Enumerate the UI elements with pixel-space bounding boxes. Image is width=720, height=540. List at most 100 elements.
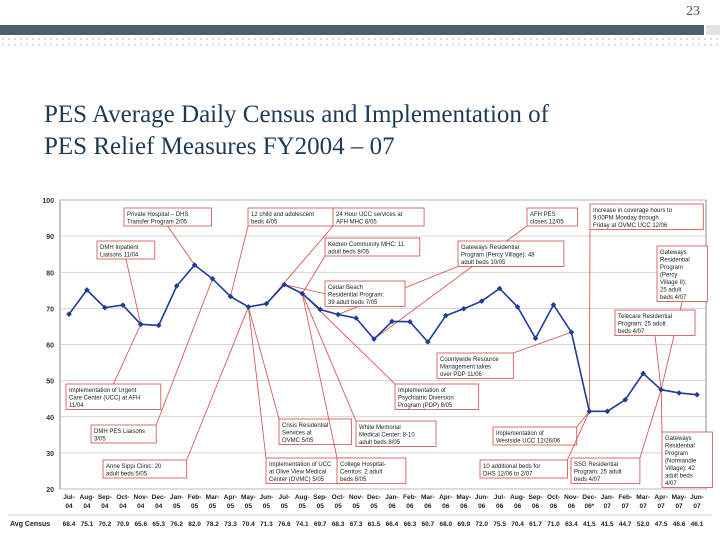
annotation-text: beds 4/07 [660,295,687,301]
annotation-text: Residential [660,258,690,264]
x-tick-label-month: Sep- [528,494,542,501]
data-point [407,318,413,325]
annotation-text: 11/04 [69,403,84,409]
annotation-leader [167,225,195,266]
data-point [658,386,664,393]
data-label: 41.5 [583,521,596,528]
data-label: 82.0 [188,521,201,528]
data-label: 70.9 [117,521,130,528]
data-point [137,321,144,328]
annotation-leader [284,284,326,295]
data-label: 61.5 [368,521,381,528]
y-tick-label: 40 [46,415,54,422]
x-tick-label-year: 05 [281,503,289,510]
annotation-text: at Olive View Medical [269,470,326,476]
y-tick-label: 60 [46,343,54,350]
x-tick-label-year: 07 [604,503,612,510]
y-tick-label: 70 [46,306,54,313]
annotation-text: Services at [282,431,312,437]
x-tick-label-year: 04 [65,503,73,510]
x-tick-label-year: 05 [299,503,307,510]
annotation-text: White Memorial [359,425,401,431]
x-tick-label-month: May- [241,494,256,501]
annotation-box [355,420,437,447]
annotation-text: beds 4/07 [618,329,645,335]
x-tick-label-year: 06 [460,503,468,510]
data-point [514,304,521,310]
x-tick-label-year: 05 [317,503,325,510]
annotation-leader [125,258,142,325]
data-point [604,408,611,415]
x-tick-label-month: Sep- [98,494,112,501]
data-point [425,339,431,345]
header-bar [0,25,704,35]
data-label: 71.3 [260,521,273,528]
annotation-box [265,457,351,484]
annotation-box [90,424,157,444]
data-point [532,335,539,342]
annotation-text: Center (OVMC) 5/05 [269,477,325,483]
x-tick-label-month: Jan- [385,494,398,501]
annotation-text: adult beds 5/05 [106,472,148,478]
annotation-leader [567,411,590,461]
annotation-leader [660,389,663,433]
annotation-text: Westside UCC 12/26/06 [496,439,561,445]
annotation-box [65,383,162,410]
annotation-box [526,207,578,227]
annotation-text: AFH MHC 6/05 [336,220,377,226]
x-tick-label-month: Jun- [690,494,704,501]
annotation-box [570,457,641,484]
x-tick-label-month: Aug- [510,494,525,501]
data-label: 74.1 [296,521,309,528]
data-label: 66.3 [404,521,417,528]
x-tick-label-month: May- [456,494,471,501]
annotation-leader [248,306,267,459]
data-label: 68.4 [63,521,76,528]
x-tick-label-year: 06 [424,503,432,510]
annotation-box [457,240,565,267]
data-label: 69.7 [314,521,327,528]
annotation-leader [248,306,280,420]
data-point [550,301,557,308]
annotation-leader [301,293,338,459]
y-tick-label: 100 [42,198,54,205]
annotation-text: College Hospital- [340,462,386,468]
x-tick-label-year: 05 [245,503,253,510]
annotation-text: 9:00PM Monday through [593,216,659,222]
annotation-text: Program (PDP) 8/05 [398,403,453,409]
annotation-text: Residential Program: [328,293,384,299]
annotation-text: Implementation of UCC [269,462,332,468]
data-point [443,312,449,319]
annotation-text: Program [660,265,683,271]
annotation-text: Implementation of Urgent [69,388,137,394]
annotation-box [336,457,407,484]
annotation-text: Management takes [440,365,491,371]
annotation-text: Increase in coverage hours to [593,208,673,214]
annotation-text: Anne Sippi Clinic: 20 [106,464,162,470]
annotation-leader [301,293,357,422]
annotation-text: adult beds [665,474,693,480]
x-tick-label-month: Oct- [332,494,345,501]
data-point [299,290,306,297]
series-line [68,263,698,413]
annotation-text: Cerritos: 2 adult [340,470,383,476]
x-tick-label-year: 07 [640,503,648,510]
x-tick-label-month: Apr- [224,494,237,501]
x-tick-label-month: Jun- [475,494,489,501]
x-tick-label-month: Mar- [636,494,650,501]
data-label: 67.3 [350,521,363,528]
annotation-text: Village II): [660,280,687,286]
x-tick-label-year: 05 [335,503,343,510]
annotation-text: Private Hospital – DHS [127,212,188,218]
data-point [120,302,126,308]
annotation-text: Program: 25 adult [574,470,622,476]
data-label: 65.3 [152,521,165,528]
annotation-text: beds 4/05 [251,220,278,226]
data-label: 65.6 [134,521,147,528]
annotation-box [394,383,480,410]
data-label: 78.2 [206,521,219,528]
annotation-text: Psychiatric Diversion [398,396,454,402]
data-point [353,315,359,321]
data-label: 46.1 [691,521,704,528]
data-point [568,329,575,336]
